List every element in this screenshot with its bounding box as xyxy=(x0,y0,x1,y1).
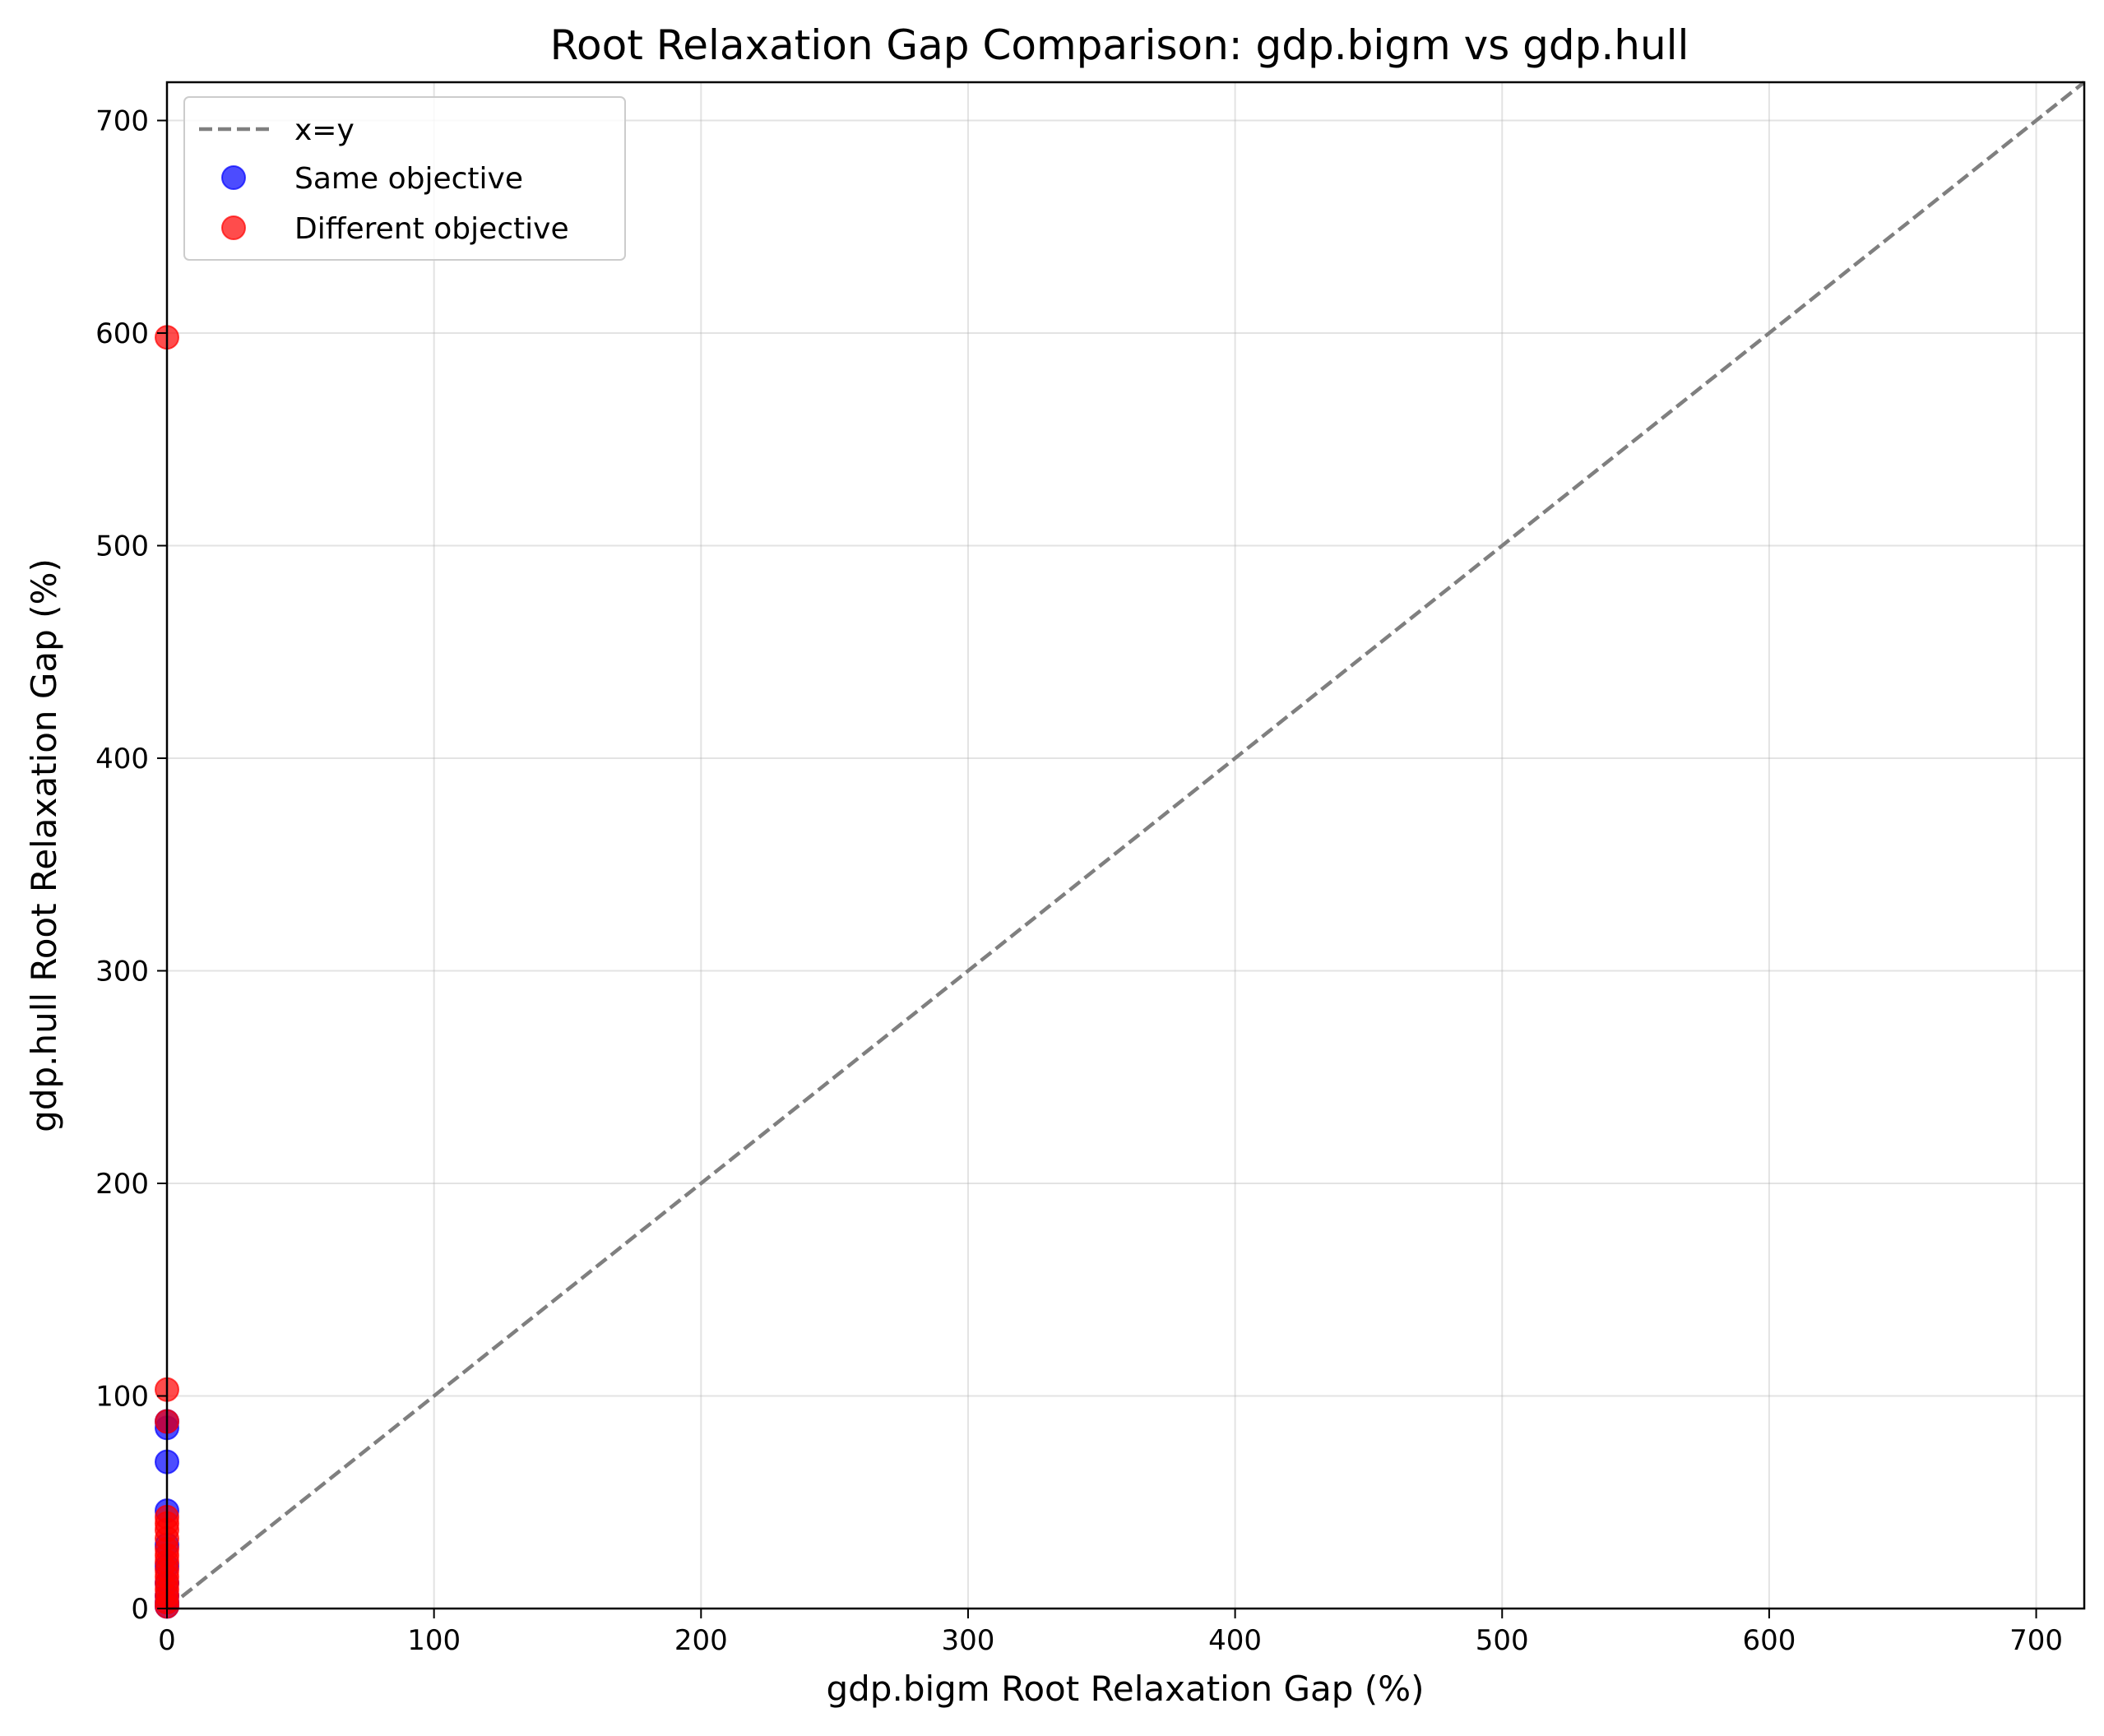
x-tick-label: 200 xyxy=(674,1624,728,1657)
data-points xyxy=(155,325,179,1619)
y-tick-label: 600 xyxy=(95,317,149,350)
y-tick-label: 700 xyxy=(95,105,149,138)
chart-title: Root Relaxation Gap Comparison: gdp.bigm… xyxy=(550,21,1689,69)
x-tick-label: 400 xyxy=(1208,1624,1262,1657)
reference-line-layer xyxy=(165,81,2086,1610)
x-tick-label: 0 xyxy=(158,1624,176,1657)
x-tick-label: 300 xyxy=(942,1624,995,1657)
legend-box xyxy=(183,96,626,261)
y-tick-label: 500 xyxy=(95,530,149,563)
legend-marker-different-objective xyxy=(221,215,246,240)
y-tick-label: 100 xyxy=(95,1381,149,1414)
x-axis-ticks: 0 100 200 300 400 500 600 700 xyxy=(158,1609,2063,1657)
x-tick-label: 100 xyxy=(407,1624,461,1657)
y-tick-label: 200 xyxy=(95,1168,149,1201)
y-tick-label: 300 xyxy=(95,956,149,988)
y-tick-label: 0 xyxy=(131,1593,149,1626)
legend-label-same-objective: Same objective xyxy=(294,162,523,196)
x-tick-label: 500 xyxy=(1476,1624,1529,1657)
x-axis-title: gdp.bigm Root Relaxation Gap (%) xyxy=(826,1669,1424,1709)
grid-lines xyxy=(166,82,2084,1609)
legend-marker-same-objective xyxy=(221,165,246,190)
x-tick-label: 600 xyxy=(1742,1624,1796,1657)
y-axis-title: gdp.hull Root Relaxation Gap (%) xyxy=(24,558,64,1132)
legend: x=y Same objective Different objective xyxy=(183,96,626,261)
y-tick-label: 400 xyxy=(95,743,149,775)
legend-label-reference: x=y xyxy=(294,113,355,147)
reference-line-x-equals-y xyxy=(165,81,2086,1610)
legend-label-different-objective: Different objective xyxy=(294,212,569,246)
plot-frame xyxy=(165,81,2086,1610)
y-axis-ticks: 0 100 200 300 400 500 600 700 xyxy=(95,105,167,1626)
x-tick-label: 700 xyxy=(2009,1624,2063,1657)
